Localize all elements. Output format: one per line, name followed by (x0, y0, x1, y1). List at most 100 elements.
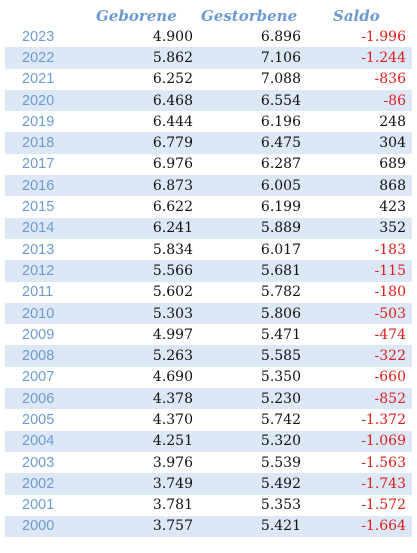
table-header: Geborene Gestorbene Saldo (0, 0, 417, 30)
year-cell: 2014 (22, 220, 55, 237)
gestorbene-cell: 7.106 (260, 49, 301, 66)
table-row: 2021 6.252 7.088 -836 (5, 68, 412, 90)
header-saldo: Saldo (333, 7, 380, 25)
year-cell: 2000 (22, 518, 55, 535)
year-cell: 2010 (22, 305, 55, 322)
table-row: 2005 4.370 5.742 -1.372 (5, 409, 412, 431)
saldo-cell: -1.572 (361, 497, 406, 514)
table-row: 2011 5.602 5.782 -180 (5, 281, 412, 303)
saldo-cell: -503 (374, 305, 406, 322)
table-row: 2022 5.862 7.106 -1.244 (5, 47, 412, 69)
gestorbene-cell: 5.471 (260, 326, 301, 343)
geborene-cell: 6.252 (152, 71, 193, 88)
gestorbene-cell: 5.681 (260, 262, 301, 279)
table-row: 2007 4.690 5.350 -660 (5, 366, 412, 389)
table-row: 2010 5.303 5.806 -503 (5, 302, 412, 325)
saldo-cell: -1.996 (361, 28, 406, 45)
table-row: 2008 5.263 5.585 -322 (5, 345, 412, 367)
geborene-cell: 3.781 (152, 497, 193, 514)
saldo-cell: 304 (379, 135, 406, 152)
geborene-cell: 3.976 (152, 454, 193, 471)
table-row: 2006 4.378 5.230 -852 (5, 388, 412, 410)
gestorbene-cell: 5.782 (260, 284, 301, 301)
geborene-cell: 4.690 (152, 369, 193, 386)
saldo-cell: 248 (379, 113, 406, 130)
gestorbene-cell: 6.005 (260, 177, 301, 194)
gestorbene-cell: 5.806 (260, 305, 301, 322)
saldo-cell: -1.743 (361, 475, 406, 492)
geborene-cell: 3.749 (152, 475, 193, 492)
table-row: 2002 3.749 5.492 -1.743 (5, 473, 412, 495)
year-cell: 2007 (22, 369, 55, 386)
year-cell: 2023 (22, 28, 55, 45)
geborene-cell: 5.862 (152, 49, 193, 66)
year-cell: 2005 (22, 411, 55, 428)
saldo-cell: -1.244 (361, 49, 406, 66)
saldo-cell: 868 (379, 177, 406, 194)
saldo-cell: 352 (379, 220, 406, 237)
table-row: 2017 6.976 6.287 689 (5, 153, 412, 176)
year-cell: 2021 (22, 71, 55, 88)
gestorbene-cell: 6.287 (260, 156, 301, 173)
saldo-cell: 689 (379, 156, 406, 173)
year-cell: 2006 (22, 390, 55, 407)
geborene-cell: 4.378 (152, 390, 193, 407)
saldo-cell: -836 (374, 71, 406, 88)
gestorbene-cell: 5.320 (260, 433, 301, 450)
geborene-cell: 4.251 (152, 433, 193, 450)
year-cell: 2018 (22, 135, 55, 152)
table-body: 2023 4.900 6.896 -1.996 2022 5.862 7.106 -1.244… (5, 26, 412, 538)
gestorbene-cell: 5.492 (260, 475, 301, 492)
saldo-cell: -322 (374, 348, 406, 365)
gestorbene-cell: 5.889 (260, 220, 301, 237)
saldo-cell: -86 (383, 92, 406, 109)
gestorbene-cell: 6.475 (260, 135, 301, 152)
saldo-cell: -1.563 (361, 454, 406, 471)
geborene-cell: 4.900 (152, 28, 193, 45)
gestorbene-cell: 6.199 (260, 199, 301, 216)
gestorbene-cell: 5.353 (260, 497, 301, 514)
saldo-cell: -1.069 (361, 433, 406, 450)
gestorbene-cell: 5.421 (260, 518, 301, 535)
year-cell: 2008 (22, 348, 55, 365)
geborene-cell: 6.622 (152, 199, 193, 216)
saldo-cell: -1.664 (361, 518, 406, 535)
table-row: 2018 6.779 6.475 304 (5, 132, 412, 154)
table-row: 2014 6.241 5.889 352 (5, 217, 412, 239)
gestorbene-cell: 5.230 (260, 390, 301, 407)
table-row: 2020 6.468 6.554 -86 (5, 89, 412, 112)
saldo-cell: 423 (379, 199, 406, 216)
gestorbene-cell: 6.196 (260, 113, 301, 130)
saldo-cell: -180 (374, 284, 406, 301)
saldo-cell: -852 (374, 390, 406, 407)
saldo-cell: -660 (374, 369, 406, 386)
geborene-cell: 5.834 (152, 241, 193, 258)
year-cell: 2020 (22, 92, 55, 109)
saldo-cell: -1.372 (361, 411, 406, 428)
geborene-cell: 6.779 (152, 135, 193, 152)
year-cell: 2019 (22, 113, 55, 130)
table-row: 2013 5.834 6.017 -183 (5, 238, 412, 261)
geborene-cell: 5.566 (152, 262, 193, 279)
gestorbene-cell: 7.088 (260, 71, 301, 88)
geborene-cell: 4.997 (152, 326, 193, 343)
year-cell: 2011 (22, 284, 54, 301)
geborene-cell: 6.241 (152, 220, 193, 237)
gestorbene-cell: 6.896 (260, 28, 301, 45)
table-row: 2016 6.873 6.005 868 (5, 175, 412, 197)
year-cell: 2009 (22, 326, 55, 343)
year-cell: 2004 (22, 433, 55, 450)
saldo-cell: -474 (374, 326, 406, 343)
saldo-cell: -183 (374, 241, 406, 258)
geborene-cell: 6.976 (152, 156, 193, 173)
table-row: 2001 3.781 5.353 -1.572 (5, 494, 412, 516)
gestorbene-cell: 5.350 (260, 369, 301, 386)
gestorbene-cell: 6.554 (260, 92, 301, 109)
geborene-cell: 5.303 (152, 305, 193, 322)
saldo-cell: -115 (374, 262, 406, 279)
year-cell: 2002 (22, 475, 55, 492)
header-geborene: Geborene (96, 7, 177, 25)
gestorbene-cell: 5.585 (260, 348, 301, 365)
year-cell: 2012 (22, 262, 55, 279)
table-row: 2023 4.900 6.896 -1.996 (5, 26, 412, 48)
